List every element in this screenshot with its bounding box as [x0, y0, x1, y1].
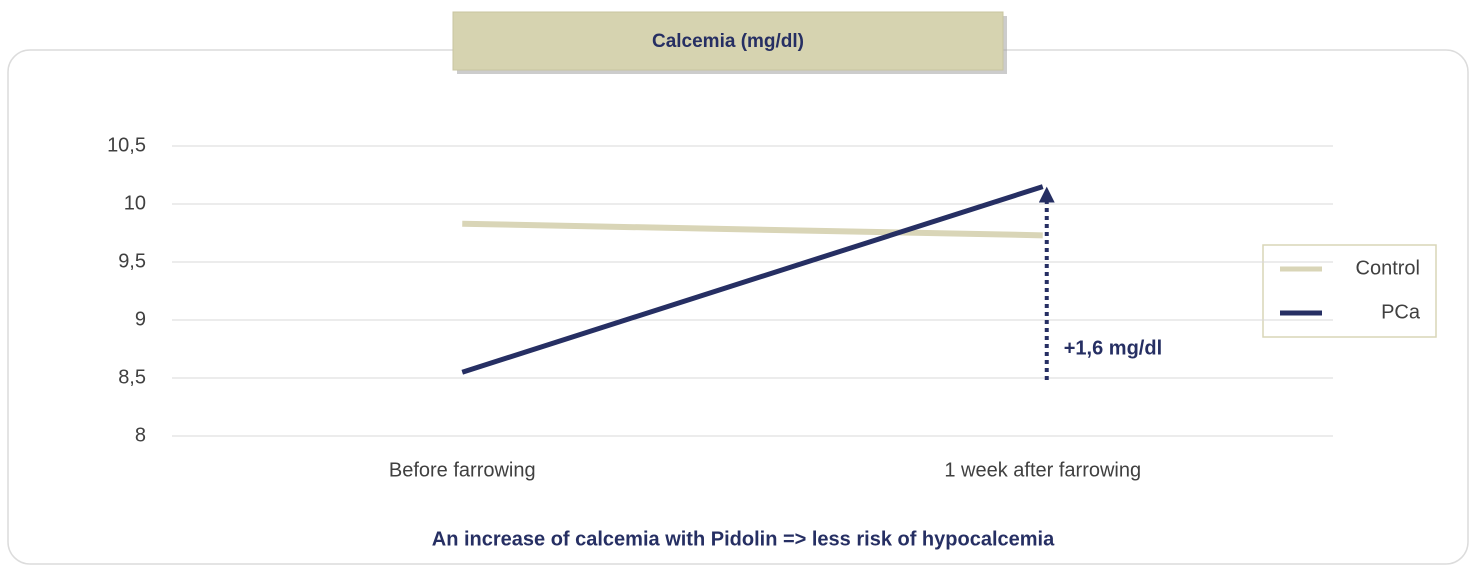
y-tick-label: 8	[135, 424, 146, 446]
annotation: +1,6 mg/dl	[1064, 337, 1162, 359]
x-tick-label: 1 week after farrowing	[944, 459, 1141, 481]
y-tick-label: 10,5	[107, 134, 146, 156]
legend-box	[1262, 244, 1437, 338]
y-tick-label: 9,5	[118, 250, 146, 272]
chart-title: Calcemia (mg/dl)	[652, 31, 804, 52]
x-tick-label: Before farrowing	[389, 459, 536, 481]
y-tick-label: 9	[135, 308, 146, 330]
y-tick-label: 10	[124, 192, 146, 214]
title-box	[452, 11, 1004, 71]
y-tick-label: 8,5	[118, 366, 146, 388]
legend-label: Control	[1356, 257, 1420, 279]
series-line	[462, 220, 1043, 239]
caption: An increase of calcemia with Pidolin => …	[432, 528, 1055, 550]
series-line	[461, 184, 1044, 375]
legend-label: PCa	[1381, 301, 1421, 323]
frame	[7, 49, 1469, 565]
